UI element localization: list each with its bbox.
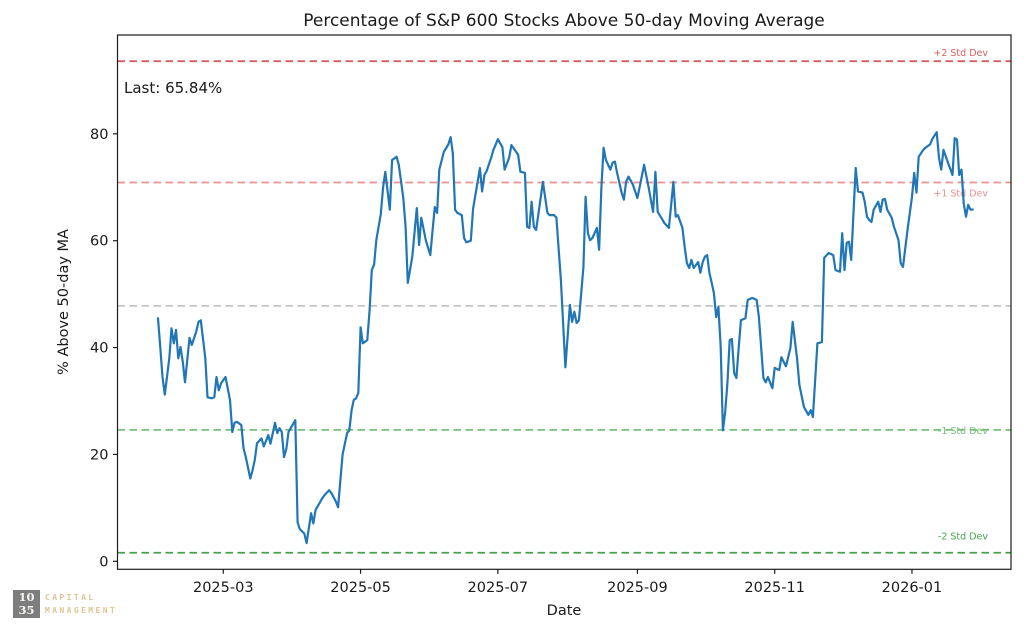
y-axis-label: % Above 50-day MA: [56, 229, 72, 375]
ref-line-label: +1 Std Dev: [933, 188, 988, 199]
y-tick-label: 80: [90, 127, 108, 143]
plot-area: +2 Std Dev +1 Std Dev -1 Std Dev -2 Std Dev…: [90, 34, 1012, 596]
y-tick-label: 40: [90, 341, 108, 357]
x-tick-label: 2025-11: [744, 580, 805, 596]
logo-box: 10 35: [13, 590, 40, 618]
logo-number-bottom: 35: [18, 603, 35, 617]
logo-word-management: MANAGEMENT: [45, 606, 118, 615]
data-line: [156, 131, 974, 545]
logo: 10 35 CAPITAL MANAGEMENT: [13, 590, 117, 618]
logo-wordmark: CAPITAL MANAGEMENT: [45, 590, 117, 617]
logo-word-capital: CAPITAL: [45, 593, 96, 602]
y-tick-label: 0: [99, 554, 108, 570]
ref-line-label: -2 Std Dev: [938, 532, 988, 543]
x-tick-label: 2025-09: [607, 580, 668, 596]
x-axis-label: Date: [547, 603, 582, 619]
y-tick-label: 20: [90, 447, 108, 463]
x-tick-label: 2025-03: [193, 580, 254, 596]
x-tick-label: 2026-01: [882, 580, 943, 596]
chart-title: Percentage of S&P 600 Stocks Above 50-da…: [303, 11, 825, 31]
y-tick-label: 60: [90, 234, 108, 250]
ref-line-label: -1 Std Dev: [938, 426, 988, 437]
plot-border: [116, 34, 1012, 570]
last-value-annotation: Last: 65.84%: [124, 79, 222, 97]
x-tick-label: 2025-07: [468, 580, 529, 596]
x-tick-label: 2025-05: [330, 580, 391, 596]
logo-number-top: 10: [18, 590, 35, 604]
ref-line-label: +2 Std Dev: [933, 48, 988, 59]
